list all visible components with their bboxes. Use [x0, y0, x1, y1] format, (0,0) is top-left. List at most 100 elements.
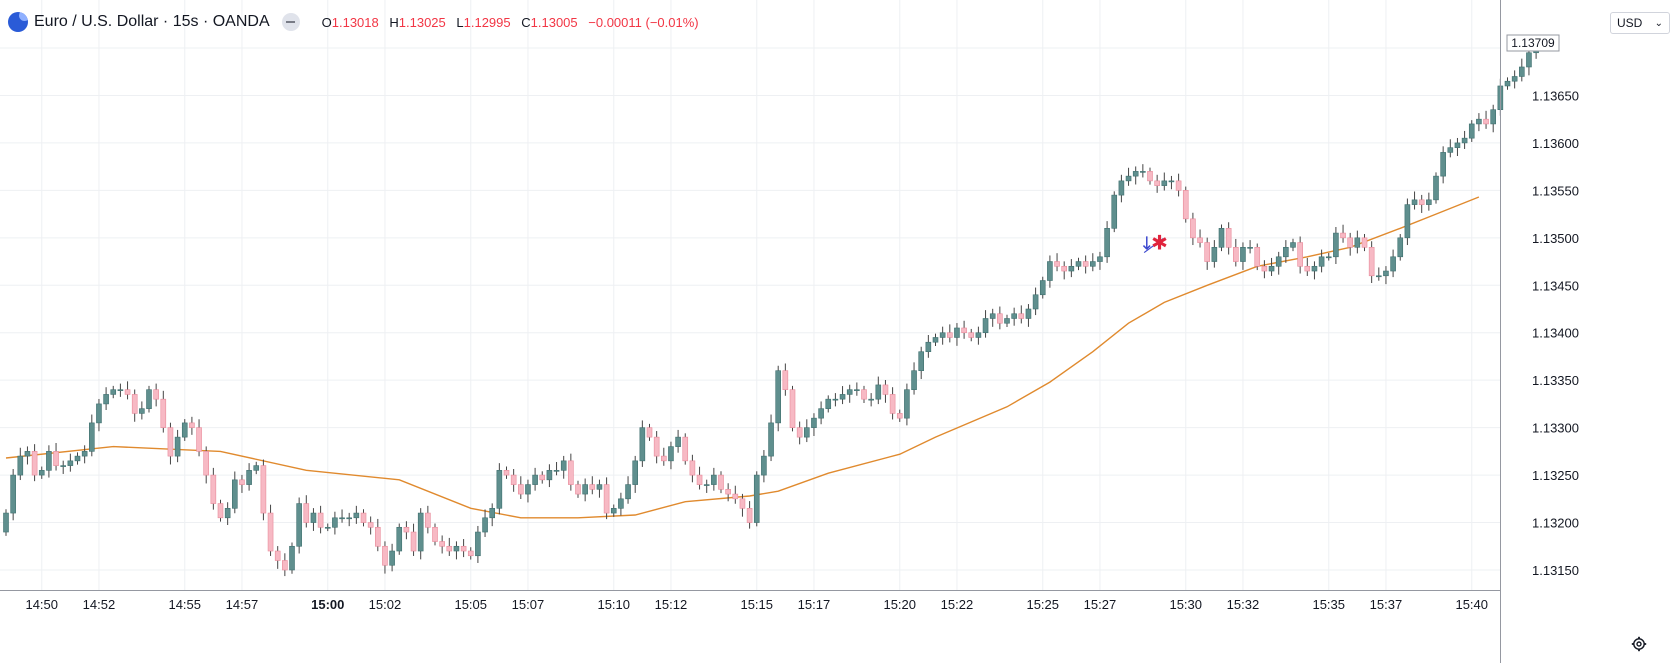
x-tick-label: 15:20	[883, 597, 916, 612]
candle-body	[782, 370, 789, 390]
candle-body	[1404, 204, 1411, 239]
candle-body	[1118, 180, 1125, 196]
candle-body	[246, 470, 252, 485]
candle-body	[660, 455, 667, 462]
candle-body	[1104, 228, 1110, 258]
candle-body	[868, 398, 874, 401]
candle-body	[889, 394, 896, 414]
moving-average-layer	[5, 196, 1480, 519]
candle-body	[603, 484, 610, 514]
y-tick-label: 1.13200	[1532, 516, 1579, 531]
candle-body	[410, 531, 417, 552]
euro-dollar-flag-icon[interactable]	[8, 12, 28, 32]
candle-body	[346, 517, 353, 520]
candle-body	[1039, 280, 1046, 296]
candle-body	[260, 465, 267, 514]
y-tick-label: 1.13250	[1532, 468, 1579, 483]
candle-body	[1225, 228, 1232, 248]
candle-body	[646, 427, 653, 438]
candle-body	[532, 474, 538, 485]
x-tick-label: 15:25	[1026, 597, 1059, 612]
candle-body	[796, 427, 803, 438]
x-tick-label: 15:37	[1370, 597, 1403, 612]
moving-average-line	[5, 196, 1480, 519]
candle-body	[1311, 265, 1318, 272]
candle-body	[1090, 261, 1096, 267]
candle-body	[510, 474, 517, 485]
candle-body	[1254, 247, 1261, 267]
candle-body	[1082, 261, 1089, 267]
candle-body	[618, 498, 624, 509]
candle-body	[1390, 256, 1396, 272]
candle-body	[425, 512, 431, 528]
candle-body	[217, 503, 224, 519]
candle-body	[1454, 142, 1461, 148]
minus-circle-icon[interactable]	[281, 13, 300, 31]
x-tick-label: 15:32	[1227, 597, 1260, 612]
candle-body	[718, 474, 724, 490]
candle-body	[1304, 265, 1311, 272]
candle-body	[682, 436, 689, 462]
x-tick-label: 15:02	[369, 597, 402, 612]
x-tick-label: 14:57	[226, 597, 259, 612]
candle-body	[24, 451, 31, 457]
candle-body	[946, 332, 953, 338]
candle-body	[446, 545, 453, 552]
candle-body	[725, 489, 731, 495]
currency-select[interactable]: USD ⌄	[1610, 12, 1670, 34]
current-price-label: 1.13709	[1511, 36, 1555, 50]
candle-body	[553, 470, 560, 472]
symbol-title[interactable]: Euro / U.S. Dollar · 15s · OANDA	[34, 13, 270, 30]
y-tick-label: 1.13150	[1532, 563, 1579, 578]
candle-body	[775, 370, 782, 424]
candle-body	[1032, 294, 1039, 310]
candle-body	[167, 427, 174, 457]
candle-body	[668, 446, 674, 462]
candle-body	[854, 389, 860, 391]
candle-body	[803, 427, 810, 438]
candle-body	[818, 408, 824, 419]
x-tick-label: 14:55	[168, 597, 201, 612]
candle-body	[932, 337, 939, 343]
candle-body	[1383, 270, 1389, 277]
low-label: L	[456, 14, 464, 30]
candle-body	[189, 422, 195, 428]
candle-body	[768, 422, 774, 457]
candle-body	[453, 545, 460, 552]
candle-body	[467, 550, 474, 557]
candle-body	[196, 427, 202, 452]
candle-body	[989, 313, 996, 319]
candle-body	[74, 455, 81, 462]
y-tick-label: 1.13650	[1532, 88, 1579, 103]
gear-icon[interactable]	[1631, 636, 1647, 652]
candle-body	[982, 318, 989, 334]
candle-body	[625, 484, 631, 500]
candle-body	[1354, 237, 1361, 248]
candle-body	[1511, 76, 1518, 82]
candle-body	[1047, 261, 1053, 281]
y-tick-label: 1.13400	[1532, 326, 1579, 341]
candle-body	[839, 394, 846, 400]
candle-body	[925, 341, 932, 353]
candle-body	[482, 517, 488, 533]
candle-body	[496, 470, 503, 509]
candle-body	[389, 550, 395, 566]
candle-body	[274, 550, 281, 561]
candle-body	[124, 389, 131, 395]
candle-body	[1376, 275, 1382, 278]
candle-body	[589, 484, 596, 490]
candle-body	[1504, 80, 1511, 87]
candle-body	[224, 508, 231, 519]
candle-body	[53, 451, 59, 466]
candle-body	[1433, 175, 1439, 201]
candle-body	[1440, 152, 1446, 177]
candle-body	[1211, 247, 1218, 262]
candle-body	[689, 460, 696, 476]
candle-body	[475, 531, 481, 557]
candle-body	[918, 351, 925, 371]
y-tick-label: 1.13350	[1532, 373, 1579, 388]
y-tick-label: 1.13450	[1532, 278, 1579, 293]
candle-body	[432, 526, 438, 542]
candle-body	[739, 498, 746, 509]
